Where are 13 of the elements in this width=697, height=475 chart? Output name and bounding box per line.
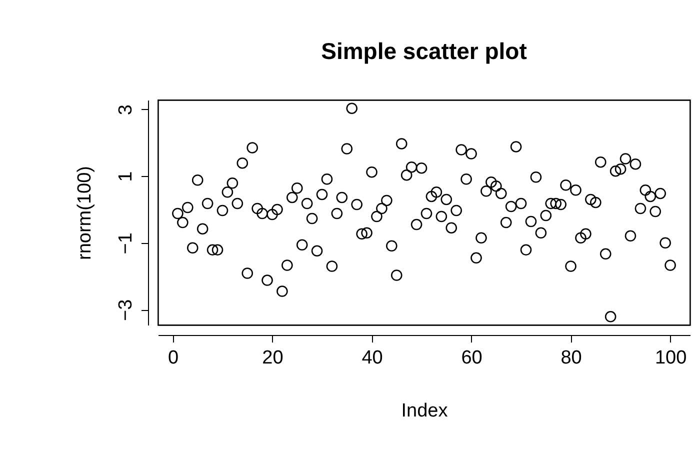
x-tick-label: 100 [654,348,687,368]
y-tick-label: −3 [116,299,136,321]
y-tick-label: −1 [116,232,136,254]
x-tick-label: 40 [362,348,383,368]
x-tick-label: 20 [262,348,284,368]
y-tick-label: 3 [116,104,136,116]
y-axis-title: rnorm(100) [74,166,96,260]
x-axis-title: Index [401,400,448,422]
y-tick-label: 1 [116,171,136,182]
x-tick-label: 60 [461,348,482,368]
x-tick-label: 80 [560,348,582,368]
x-tick-label: 0 [168,348,179,368]
chart-title: Simple scatter plot [321,38,528,64]
